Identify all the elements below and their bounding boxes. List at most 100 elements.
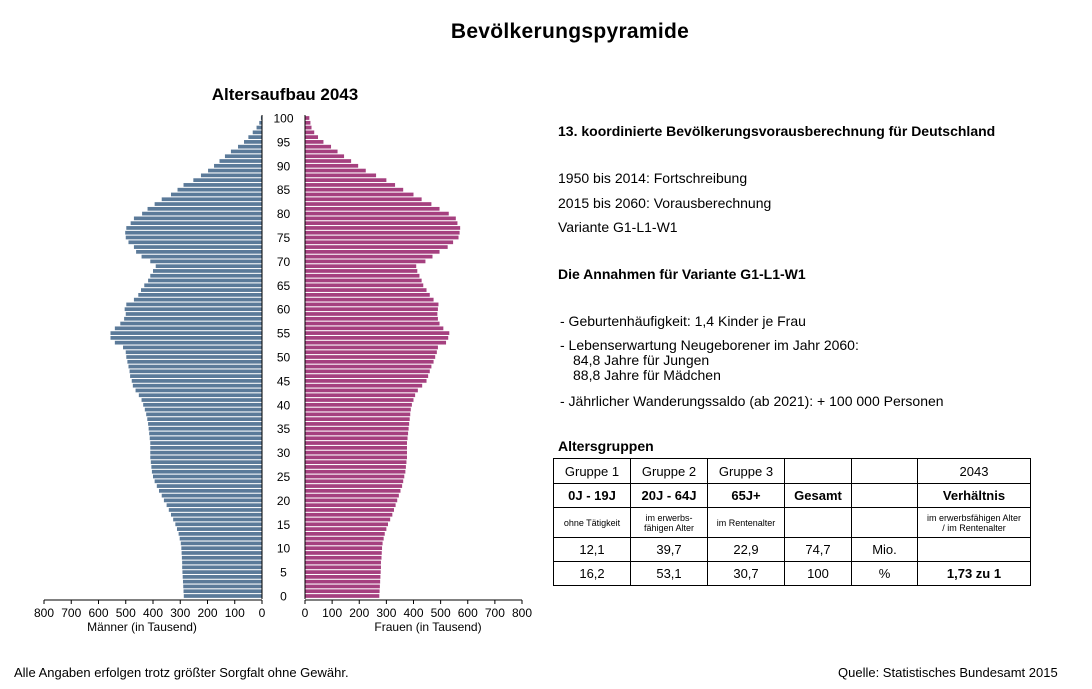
bar-women-age-49 xyxy=(305,359,434,364)
table-cell: Gruppe 2 xyxy=(630,458,708,484)
bar-men-age-1 xyxy=(183,589,262,594)
bar-women-age-26 xyxy=(305,469,406,474)
bar-men-age-54 xyxy=(110,336,263,340)
bar-men-age-50 xyxy=(126,355,262,359)
bar-men-age-100 xyxy=(260,116,262,120)
bar-men-age-80 xyxy=(142,211,262,216)
bar-men-age-30 xyxy=(150,450,262,455)
bar-men-age-73 xyxy=(133,245,262,249)
table-cell: 74,7 xyxy=(784,537,852,562)
bar-men-age-0 xyxy=(183,594,262,598)
bar-women-age-22 xyxy=(305,488,401,493)
bar-men-age-43 xyxy=(135,388,262,393)
bar-men-age-96 xyxy=(248,135,262,139)
bar-men-age-91 xyxy=(219,159,262,163)
bar-men-age-7 xyxy=(182,560,262,565)
bar-men-age-59 xyxy=(125,312,262,316)
bar-women-age-27 xyxy=(305,465,406,469)
bar-women-age-60 xyxy=(305,307,438,312)
bar-men-age-69 xyxy=(155,264,262,269)
x-tick-label-men: 300 xyxy=(170,606,190,620)
y-tick-label: 0 xyxy=(280,590,287,604)
bar-women-age-85 xyxy=(305,187,404,192)
disclaimer: Alle Angaben erfolgen trotz größter Sorg… xyxy=(14,665,349,680)
bar-men-age-89 xyxy=(208,168,262,173)
female-bars xyxy=(305,116,461,598)
bar-women-age-52 xyxy=(305,345,438,350)
bar-women-age-50 xyxy=(305,355,436,359)
bar-men-age-98 xyxy=(256,125,262,130)
bar-men-age-10 xyxy=(181,546,262,551)
bar-men-age-81 xyxy=(147,206,262,211)
axes: 0 5 10 15 20 25 30 35 40 45 50 55 60 65 70 75 80 85 90 95 10… xyxy=(34,112,532,621)
bar-women-age-13 xyxy=(305,531,385,536)
y-tick-label: 75 xyxy=(277,231,291,245)
bar-men-age-97 xyxy=(252,130,262,135)
x-tick-label-women: 700 xyxy=(485,606,505,620)
bar-men-age-34 xyxy=(149,431,262,436)
bar-men-age-94 xyxy=(238,144,262,149)
bar-men-age-75 xyxy=(125,235,262,240)
bar-women-age-54 xyxy=(305,336,449,340)
table-cell: ohne Tätigkeit xyxy=(553,507,631,538)
male-bars xyxy=(110,116,263,598)
bar-women-age-77 xyxy=(305,226,461,230)
table-row-descriptions: ohne Tätigkeit im erwerbs- fähigen Alter… xyxy=(553,507,1031,538)
x-tick-label-men: 700 xyxy=(61,606,81,620)
bar-women-age-94 xyxy=(305,144,332,149)
bar-men-age-33 xyxy=(149,436,262,441)
bar-women-age-56 xyxy=(305,326,444,331)
bar-women-age-16 xyxy=(305,517,391,522)
table-cell: im erwerbsfähigen Alter / im Rentenalter xyxy=(917,507,1031,538)
bar-women-age-31 xyxy=(305,445,407,450)
bar-men-age-22 xyxy=(158,488,262,493)
bar-men-age-66 xyxy=(148,278,262,283)
bar-men-age-90 xyxy=(214,163,262,168)
bar-women-age-58 xyxy=(305,316,438,321)
table-cell: im Rentenalter xyxy=(707,507,785,538)
y-tick-label: 40 xyxy=(277,398,291,412)
bar-women-age-14 xyxy=(305,527,387,531)
bar-men-age-45 xyxy=(131,379,262,383)
bar-men-age-40 xyxy=(143,402,262,407)
bar-women-age-68 xyxy=(305,269,418,273)
table-cell xyxy=(784,507,852,538)
bar-women-age-47 xyxy=(305,369,430,374)
bar-men-age-88 xyxy=(200,173,262,178)
bar-men-age-31 xyxy=(150,445,262,450)
bar-men-age-79 xyxy=(133,216,262,221)
bar-men-age-57 xyxy=(120,321,262,326)
bar-women-age-95 xyxy=(305,140,324,144)
bar-women-age-4 xyxy=(305,575,381,579)
bar-men-age-74 xyxy=(128,240,262,245)
page-title: Bevölkerungspyramide xyxy=(450,20,690,43)
x-tick-label-men: 400 xyxy=(143,606,163,620)
y-tick-label: 85 xyxy=(277,183,291,197)
bar-women-age-87 xyxy=(305,178,387,183)
info-line-fortschreibung: 1950 bis 2014: Fortschreibung xyxy=(558,170,748,186)
bar-women-age-35 xyxy=(305,426,409,431)
bar-women-age-64 xyxy=(305,288,427,292)
bar-women-age-8 xyxy=(305,555,382,560)
table-cell: 20J - 64J xyxy=(630,483,708,508)
bar-men-age-23 xyxy=(156,484,262,488)
bar-men-age-78 xyxy=(130,221,262,226)
bar-women-age-30 xyxy=(305,450,407,455)
table-cell: 16,2 xyxy=(553,561,631,586)
x-tick-label-women: 200 xyxy=(349,606,369,620)
table-cell: 0J - 19J xyxy=(553,483,631,508)
y-tick-label: 50 xyxy=(277,351,291,365)
source-note: Quelle: Statistisches Bundesamt 2015 xyxy=(838,665,1058,680)
bar-women-age-29 xyxy=(305,455,407,460)
bar-women-age-81 xyxy=(305,206,440,211)
table-row-ranges: 0J - 19J 20J - 64J 65J+ Gesamt Verhältni… xyxy=(553,483,1031,508)
bar-men-age-48 xyxy=(128,364,262,369)
bar-men-age-62 xyxy=(133,297,262,302)
bar-women-age-23 xyxy=(305,484,403,488)
bar-women-age-63 xyxy=(305,292,430,297)
x-tick-label-men: 100 xyxy=(225,606,245,620)
bar-women-age-18 xyxy=(305,508,394,512)
bar-women-age-19 xyxy=(305,503,396,508)
bar-women-age-62 xyxy=(305,297,434,302)
bar-women-age-10 xyxy=(305,546,383,551)
